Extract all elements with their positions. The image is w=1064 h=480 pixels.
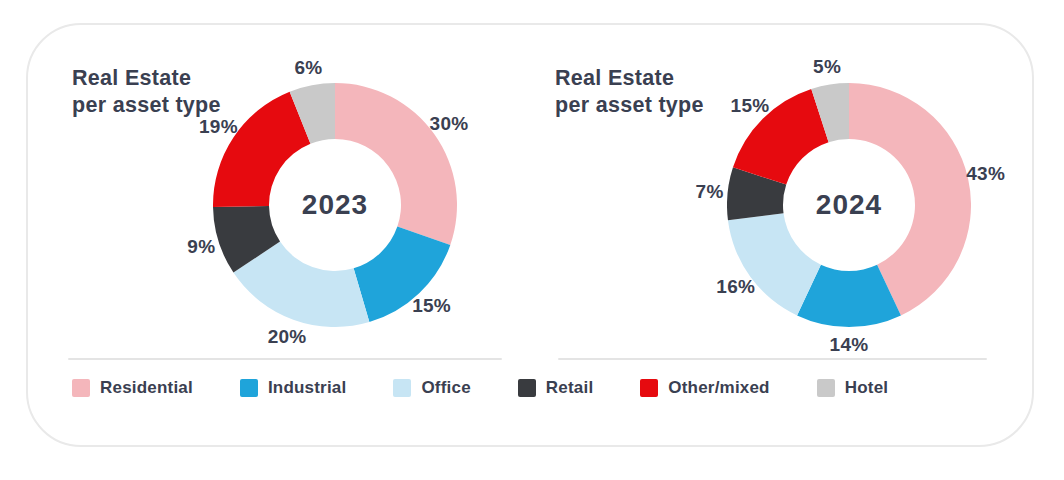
legend-item-residential: Residential bbox=[72, 378, 193, 398]
legend-item-office: Office bbox=[393, 378, 470, 398]
slice-label-residential: 43% bbox=[966, 163, 1005, 185]
legend-item-hotel: Hotel bbox=[817, 378, 889, 398]
legend-swatch-hotel bbox=[817, 379, 835, 397]
legend-swatch-other-mixed bbox=[640, 379, 658, 397]
chart-card: Real Estate per asset type 2023 30%15%20… bbox=[26, 23, 1034, 447]
donut-center-year: 2024 bbox=[816, 189, 882, 221]
legend-label: Hotel bbox=[845, 378, 889, 398]
legend-label: Retail bbox=[546, 378, 594, 398]
legend-item-industrial: Industrial bbox=[240, 378, 347, 398]
legend-item-retail: Retail bbox=[518, 378, 594, 398]
legend: Residential Industrial Office Retail Other/m… bbox=[72, 378, 888, 398]
chart-title: Real Estate per asset type bbox=[555, 65, 705, 118]
legend-label: Industrial bbox=[268, 378, 347, 398]
page: Real Estate per asset type 2023 30%15%20… bbox=[0, 0, 1064, 480]
slice-label-retail: 7% bbox=[696, 181, 724, 203]
legend-swatch-residential bbox=[72, 379, 90, 397]
legend-label: Residential bbox=[100, 378, 193, 398]
slice-label-hotel: 5% bbox=[813, 56, 841, 78]
slice-label-office: 16% bbox=[716, 276, 755, 298]
legend-item-other-mixed: Other/mixed bbox=[640, 378, 769, 398]
divider-right bbox=[558, 358, 987, 360]
legend-swatch-retail bbox=[518, 379, 536, 397]
slice-label-other-mixed: 15% bbox=[731, 95, 770, 117]
legend-label: Office bbox=[421, 378, 470, 398]
legend-label: Other/mixed bbox=[668, 378, 769, 398]
divider-left bbox=[68, 358, 502, 360]
slice-label-industrial: 14% bbox=[830, 334, 869, 356]
legend-swatch-industrial bbox=[240, 379, 258, 397]
legend-swatch-office bbox=[393, 379, 411, 397]
